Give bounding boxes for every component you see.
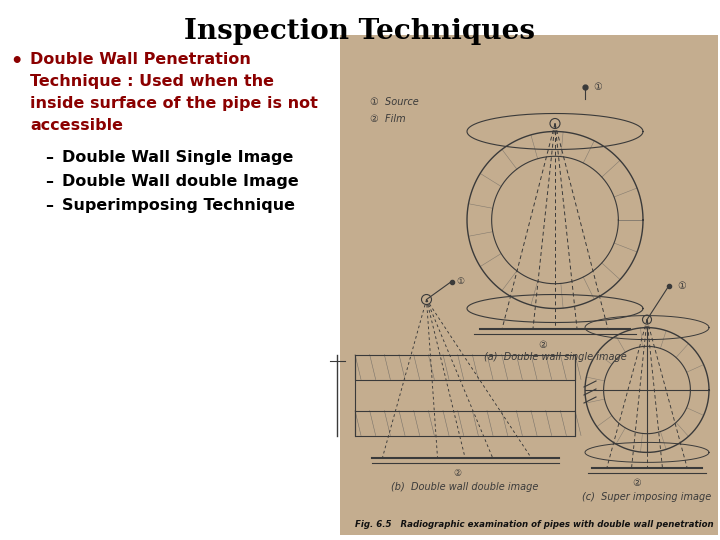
- Text: Double Wall Single Image: Double Wall Single Image: [62, 150, 293, 165]
- Text: inside surface of the pipe is not: inside surface of the pipe is not: [30, 96, 318, 111]
- Text: (b)  Double wall double image: (b) Double wall double image: [391, 482, 539, 491]
- Text: –: –: [45, 198, 53, 213]
- Bar: [340, 35, 718, 535]
- Text: Technique : Used when the: Technique : Used when the: [30, 74, 274, 89]
- Text: ②: ②: [539, 341, 547, 350]
- Text: ①  Source: ① Source: [370, 97, 419, 107]
- Text: –: –: [45, 174, 53, 189]
- Text: ①: ①: [593, 82, 602, 91]
- Text: –: –: [45, 150, 53, 165]
- Text: ①: ①: [456, 277, 464, 286]
- Text: (c)  Super imposing image: (c) Super imposing image: [582, 492, 711, 502]
- Text: ②: ②: [633, 478, 642, 488]
- Text: ①: ①: [677, 281, 685, 291]
- Text: accessible: accessible: [30, 118, 123, 133]
- Text: ②: ②: [453, 469, 461, 477]
- Text: (a)  Double wall single image: (a) Double wall single image: [484, 353, 626, 362]
- Text: •: •: [10, 52, 22, 71]
- Text: Double Wall Penetration: Double Wall Penetration: [30, 52, 251, 67]
- Text: Inspection Techniques: Inspection Techniques: [184, 18, 536, 45]
- Text: Double Wall double Image: Double Wall double Image: [62, 174, 299, 189]
- Text: Fig. 6.5   Radiographic examination of pipes with double wall penetration: Fig. 6.5 Radiographic examination of pip…: [355, 520, 714, 529]
- Text: ②  Film: ② Film: [370, 114, 405, 124]
- Text: Superimposing Technique: Superimposing Technique: [62, 198, 295, 213]
